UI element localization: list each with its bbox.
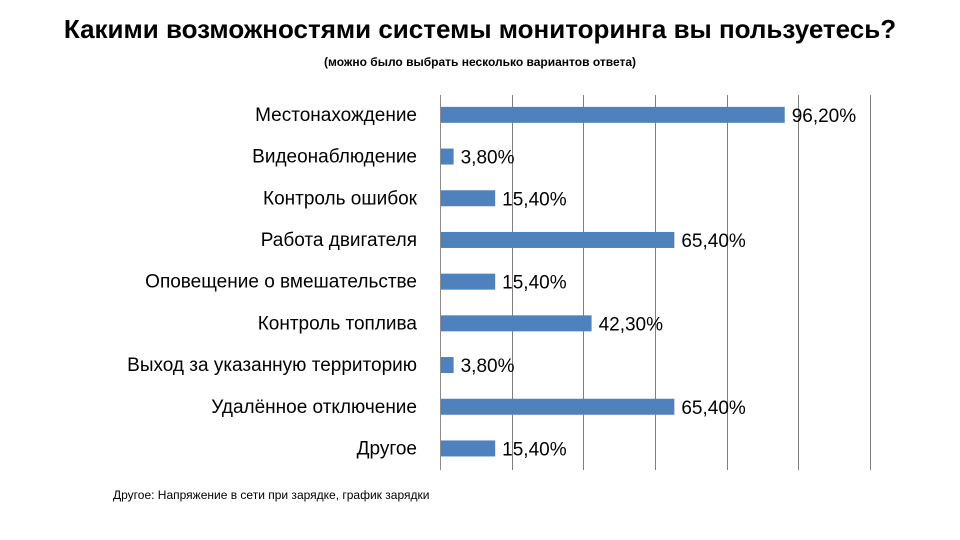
bar — [441, 106, 785, 123]
data-label: 15,40% — [502, 439, 567, 460]
data-label: 65,40% — [681, 231, 746, 252]
chart-title: Какими возможностями системы мониторинга… — [63, 14, 897, 44]
category-label: Оповещение о вмешательстве — [145, 272, 417, 293]
bar — [441, 273, 496, 290]
chart-subtitle: (можно было выбрать несколько вариантов … — [323, 55, 637, 69]
bar — [441, 440, 496, 457]
category-label: Выход за указанную территорию — [127, 355, 417, 376]
data-label: 42,30% — [599, 314, 664, 335]
category-label: Работа двигателя — [261, 230, 417, 251]
data-labels: 96,20% 3,80% 15,40% 65,40% 15,40% 42,30% 3,80%… — [461, 106, 857, 461]
bar — [441, 148, 454, 165]
bar — [441, 398, 675, 415]
category-label: Другое — [357, 438, 417, 459]
data-label: 96,20% — [792, 106, 857, 127]
bars — [441, 106, 785, 457]
category-label: Видеонаблюдение — [252, 147, 417, 168]
data-label: 15,40% — [502, 189, 567, 210]
category-labels: Местонахождение Видеонаблюдение Контроль о… — [127, 105, 418, 460]
data-label: 65,40% — [681, 398, 746, 419]
data-label: 15,40% — [502, 273, 567, 294]
data-label: 3,80% — [461, 356, 515, 377]
bar — [441, 357, 454, 374]
category-label: Удалённое отключение — [211, 397, 417, 418]
category-label: Контроль ошибок — [263, 188, 418, 209]
bar — [441, 231, 675, 248]
category-label: Местонахождение — [255, 105, 417, 126]
bar — [441, 190, 496, 207]
footnote: Другое: Напряжение в сети при зарядке, г… — [113, 488, 430, 502]
category-label: Контроль топлива — [258, 313, 418, 334]
data-label: 3,80% — [461, 148, 515, 169]
bar — [441, 315, 592, 332]
